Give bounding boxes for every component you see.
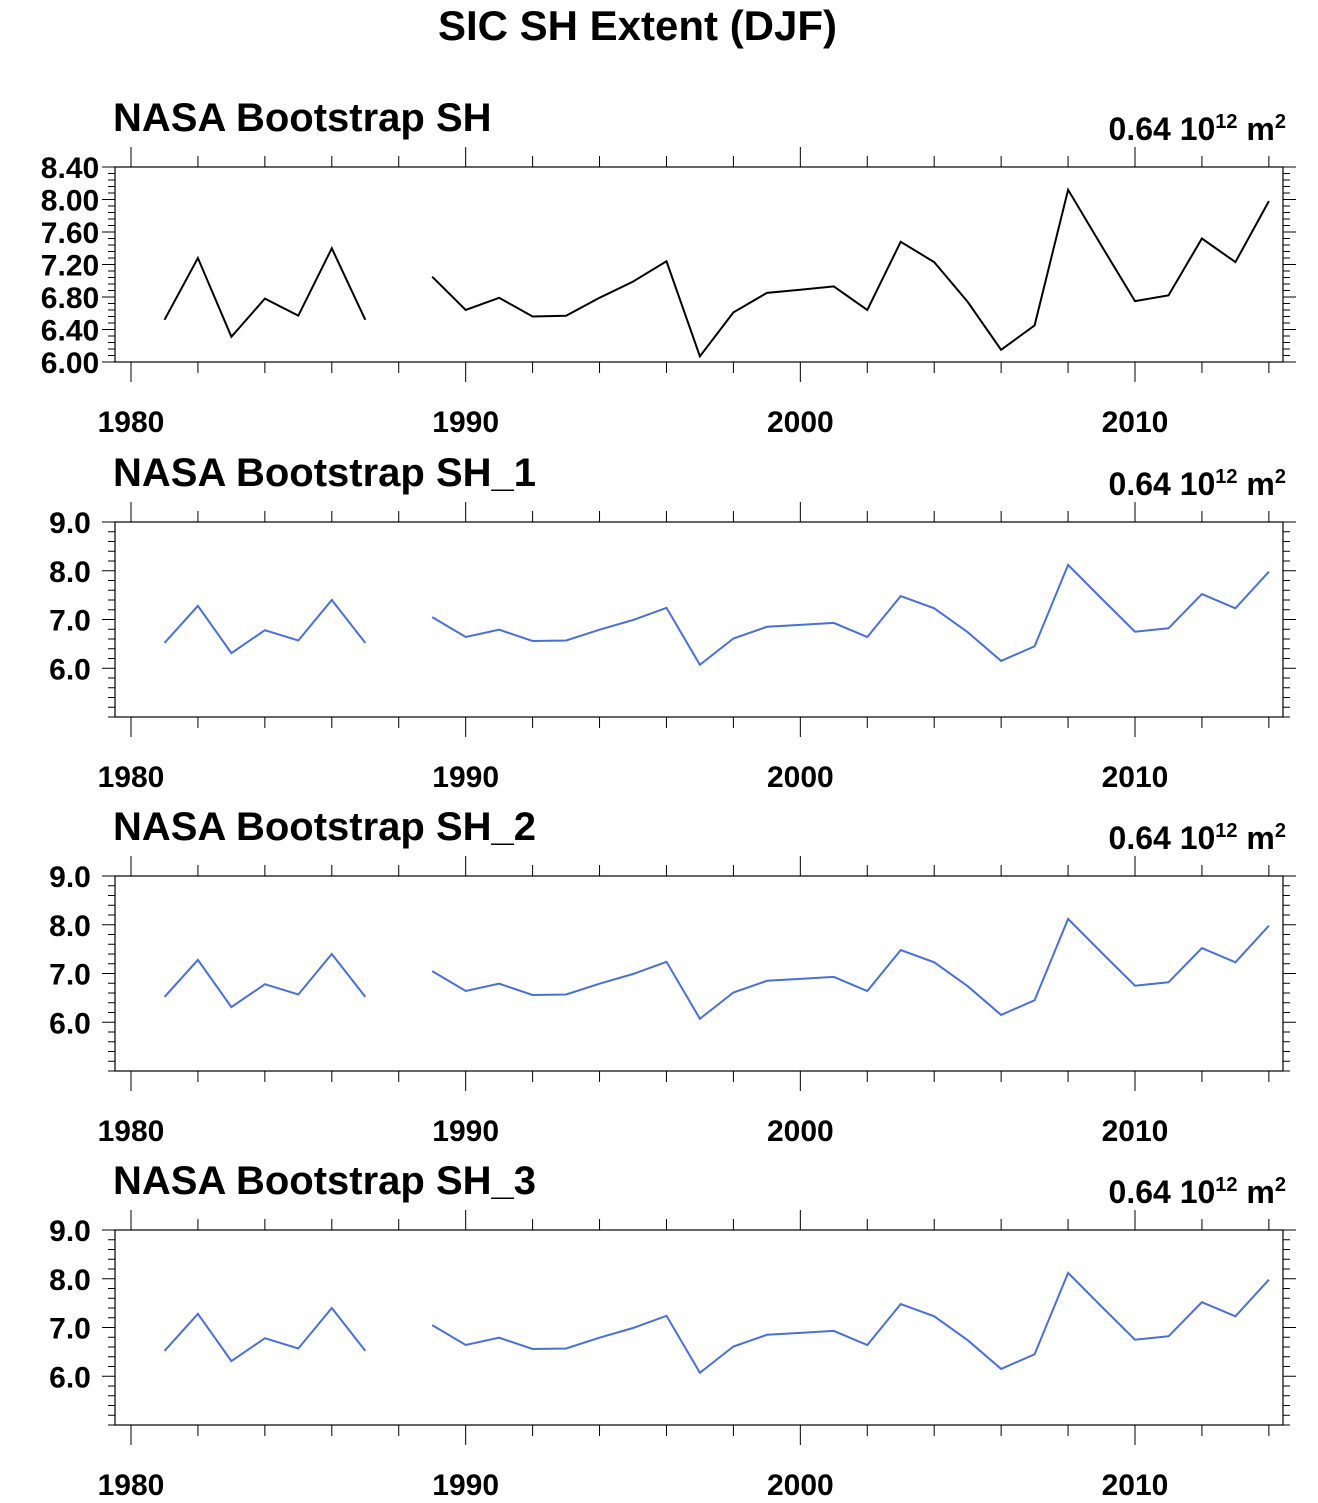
scale-label-unit: m — [1238, 1174, 1275, 1210]
x-tick-label: 1980 — [98, 406, 165, 439]
scale-label-unit_exp: 2 — [1275, 820, 1286, 842]
scale-label-unit_exp: 2 — [1275, 1174, 1286, 1196]
plot-frame — [114, 875, 1284, 1072]
plot-frame — [114, 521, 1284, 718]
x-tick-label: 2000 — [767, 1469, 834, 1502]
chart-scale-label: 0.64 1012 m2 — [1109, 111, 1286, 147]
series-line-segment-1 — [163, 1306, 367, 1363]
y-tick-label: 8.0 — [49, 556, 91, 589]
x-tick-label: 2010 — [1102, 761, 1169, 794]
scale-label-value: 0.64 — [1109, 466, 1180, 502]
scale-label-value: 0.64 — [1109, 1174, 1180, 1210]
x-tick-label: 2000 — [767, 1115, 834, 1148]
chart-title: NASA Bootstrap SH_2 — [113, 805, 536, 849]
scale-label-base: 10 — [1180, 466, 1216, 502]
series-line-segment-1 — [163, 245, 367, 339]
scale-label-value: 0.64 — [1109, 111, 1180, 147]
y-tick-label: 7.0 — [49, 1313, 91, 1346]
y-tick-label: 6.80 — [41, 282, 99, 315]
scale-label-exp: 12 — [1215, 1174, 1237, 1196]
y-tick-label: 9.0 — [49, 861, 91, 894]
chart-scale-label: 0.64 1012 m2 — [1109, 466, 1286, 502]
scale-label-value: 0.64 — [1109, 820, 1180, 856]
y-tick-label: 6.0 — [49, 1007, 91, 1040]
scale-label-base: 10 — [1180, 1174, 1216, 1210]
chart-scale-label: 0.64 1012 m2 — [1109, 820, 1286, 856]
x-tick-label: 2000 — [767, 406, 834, 439]
chart-scale-label: 0.64 1012 m2 — [1109, 1174, 1286, 1210]
y-tick-label: 6.0 — [49, 653, 91, 686]
x-tick-label: 1980 — [98, 1115, 165, 1148]
scale-label-unit: m — [1238, 820, 1275, 856]
x-tick-label: 2010 — [1102, 1115, 1169, 1148]
series-line-segment-2 — [431, 563, 1270, 667]
page-title: SIC SH Extent (DJF) — [437, 2, 838, 49]
chart-title: NASA Bootstrap SH_1 — [113, 451, 536, 495]
plot-frame — [114, 166, 1284, 363]
chart-panel-3: NASA Bootstrap SH_2 0.64 1012 m2 6.0 7.0 8.0… — [49, 805, 1296, 1148]
scale-label-exp: 12 — [1215, 111, 1237, 133]
chart-panel-4: NASA Bootstrap SH_3 0.64 1012 m2 6.0 7.0 8.0… — [49, 1159, 1296, 1502]
scale-label-unit_exp: 2 — [1275, 111, 1286, 133]
x-tick-label: 2010 — [1102, 406, 1169, 439]
chart-panel-2: NASA Bootstrap SH_1 0.64 1012 m2 6.0 7.0 8.0… — [49, 451, 1296, 794]
x-tick-label: 2000 — [767, 761, 834, 794]
series-line-segment-2 — [431, 187, 1270, 359]
x-tick-label: 1980 — [98, 1469, 165, 1502]
chart-title: NASA Bootstrap SH — [113, 96, 492, 140]
x-tick-label: 1990 — [432, 1115, 499, 1148]
scale-label-unit_exp: 2 — [1275, 466, 1286, 488]
y-tick-label: 6.0 — [49, 1361, 91, 1394]
y-tick-label: 7.0 — [49, 959, 91, 992]
y-tick-label: 9.0 — [49, 507, 91, 540]
y-tick-label: 8.0 — [49, 1264, 91, 1297]
scale-label-base: 10 — [1180, 111, 1216, 147]
x-tick-label: 2010 — [1102, 1469, 1169, 1502]
y-tick-label: 7.60 — [41, 217, 99, 250]
y-tick-label: 7.20 — [41, 250, 99, 283]
y-tick-label: 8.00 — [41, 185, 99, 218]
series-line-segment-2 — [431, 1271, 1270, 1375]
y-tick-label: 7.0 — [49, 605, 91, 638]
y-tick-label: 8.0 — [49, 910, 91, 943]
y-tick-label: 6.40 — [41, 315, 99, 348]
series-line-segment-2 — [431, 917, 1270, 1021]
y-tick-label: 6.00 — [41, 347, 99, 380]
x-tick-label: 1990 — [432, 406, 499, 439]
series-line-segment-1 — [163, 952, 367, 1009]
scale-label-unit: m — [1238, 466, 1275, 502]
scale-label-exp: 12 — [1215, 820, 1237, 842]
y-tick-label: 8.40 — [41, 152, 99, 185]
series-line-segment-1 — [163, 598, 367, 655]
x-tick-label: 1990 — [432, 1469, 499, 1502]
scale-label-unit: m — [1238, 111, 1275, 147]
chart-panel-1: NASA Bootstrap SH 0.64 1012 m2 6.006.406.8… — [41, 96, 1296, 439]
y-tick-label: 9.0 — [49, 1215, 91, 1248]
x-tick-label: 1980 — [98, 761, 165, 794]
chart-title: NASA Bootstrap SH_3 — [113, 1159, 536, 1203]
scale-label-exp: 12 — [1215, 466, 1237, 488]
plot-frame — [114, 1229, 1284, 1426]
scale-label-base: 10 — [1180, 820, 1216, 856]
x-tick-label: 1990 — [432, 761, 499, 794]
